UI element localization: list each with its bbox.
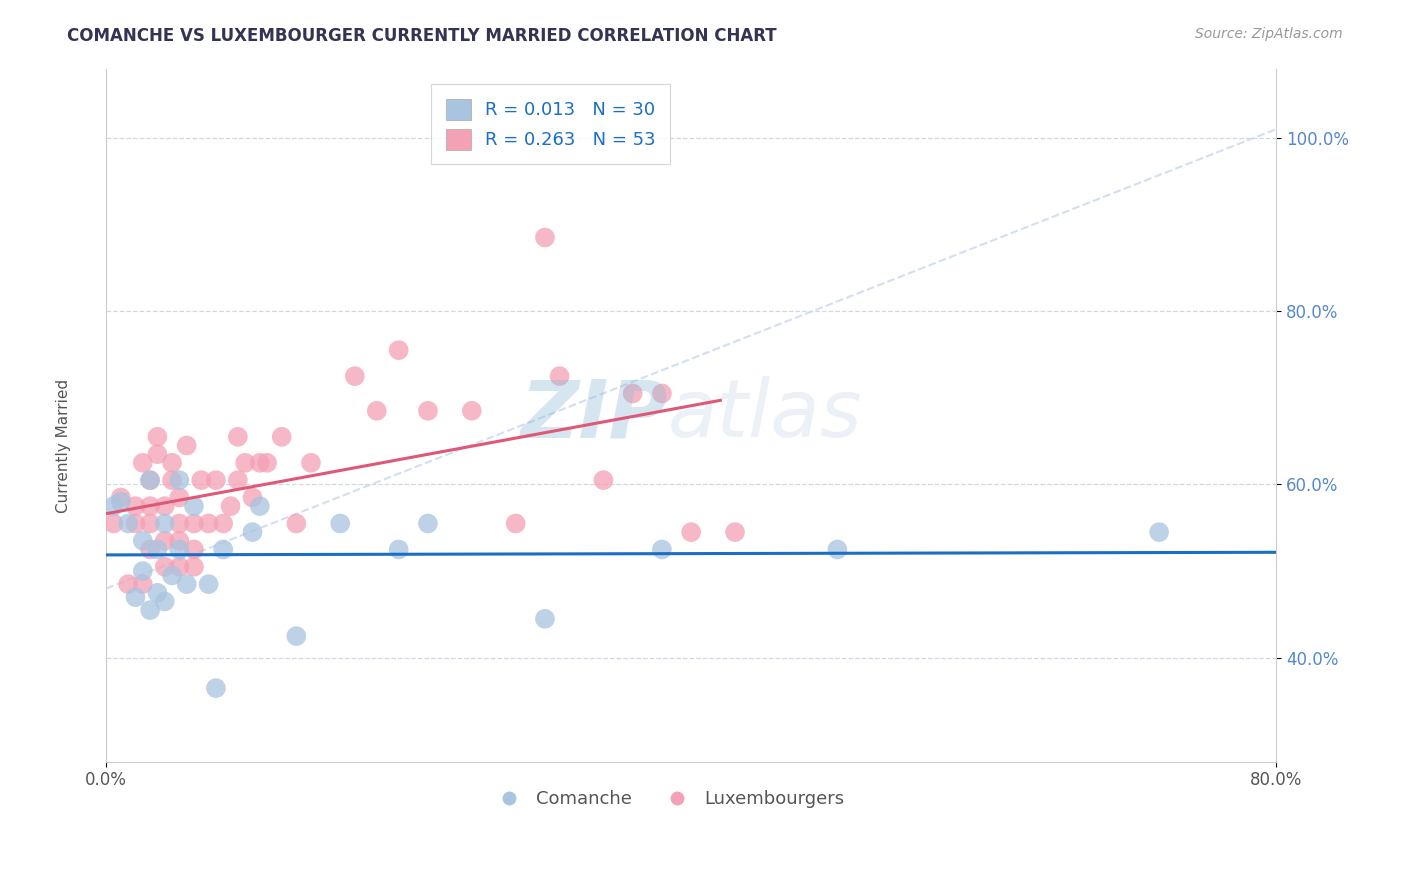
Point bbox=[169, 559, 191, 574]
Point bbox=[169, 491, 191, 505]
Point bbox=[592, 473, 614, 487]
Point bbox=[132, 533, 155, 548]
Text: atlas: atlas bbox=[668, 376, 862, 454]
Point bbox=[249, 456, 271, 470]
Point bbox=[270, 430, 292, 444]
Point bbox=[139, 499, 162, 513]
Point bbox=[388, 343, 411, 358]
Point bbox=[146, 542, 169, 557]
Point bbox=[534, 230, 557, 244]
Point bbox=[212, 542, 235, 557]
Point bbox=[205, 681, 228, 695]
Point bbox=[132, 456, 155, 470]
Point bbox=[197, 577, 219, 591]
Point bbox=[169, 542, 191, 557]
Point bbox=[139, 542, 162, 557]
Point bbox=[285, 629, 308, 643]
Point bbox=[183, 516, 205, 531]
Point bbox=[233, 456, 256, 470]
Point bbox=[146, 586, 169, 600]
Point bbox=[212, 516, 235, 531]
Point bbox=[160, 473, 183, 487]
Point bbox=[183, 542, 205, 557]
Point bbox=[103, 516, 125, 531]
Text: COMANCHE VS LUXEMBOURGER CURRENTLY MARRIED CORRELATION CHART: COMANCHE VS LUXEMBOURGER CURRENTLY MARRI… bbox=[67, 27, 778, 45]
Point bbox=[153, 533, 176, 548]
Point bbox=[285, 516, 308, 531]
Point bbox=[534, 612, 557, 626]
Point bbox=[242, 491, 264, 505]
Point bbox=[651, 542, 673, 557]
Point bbox=[1147, 525, 1170, 540]
Point bbox=[132, 577, 155, 591]
Point bbox=[226, 473, 249, 487]
Point bbox=[299, 456, 322, 470]
Point bbox=[226, 430, 249, 444]
Point bbox=[110, 491, 132, 505]
Point bbox=[139, 473, 162, 487]
Point bbox=[169, 473, 191, 487]
Point bbox=[205, 473, 228, 487]
Point bbox=[124, 499, 146, 513]
Point bbox=[160, 456, 183, 470]
Point bbox=[124, 590, 146, 604]
Text: Currently Married: Currently Married bbox=[56, 379, 70, 513]
Point bbox=[139, 516, 162, 531]
Point bbox=[256, 456, 278, 470]
Point bbox=[132, 564, 155, 578]
Point bbox=[110, 495, 132, 509]
Point bbox=[146, 447, 169, 461]
Point bbox=[183, 499, 205, 513]
Point bbox=[169, 516, 191, 531]
Point bbox=[505, 516, 527, 531]
Point bbox=[329, 516, 352, 531]
Point bbox=[681, 525, 703, 540]
Legend: Comanche, Luxembourgers: Comanche, Luxembourgers bbox=[484, 782, 852, 815]
Point bbox=[176, 577, 198, 591]
Point bbox=[343, 369, 366, 384]
Point bbox=[117, 577, 139, 591]
Point bbox=[461, 404, 484, 418]
Point bbox=[176, 438, 198, 452]
Point bbox=[153, 559, 176, 574]
Point bbox=[160, 568, 183, 582]
Point bbox=[153, 594, 176, 608]
Point bbox=[651, 386, 673, 401]
Point bbox=[117, 516, 139, 531]
Point bbox=[416, 404, 439, 418]
Point bbox=[169, 533, 191, 548]
Point bbox=[146, 430, 169, 444]
Point bbox=[724, 525, 747, 540]
Point bbox=[103, 499, 125, 513]
Point bbox=[139, 603, 162, 617]
Point bbox=[183, 559, 205, 574]
Point bbox=[416, 516, 439, 531]
Point bbox=[139, 473, 162, 487]
Point bbox=[153, 516, 176, 531]
Point bbox=[190, 473, 212, 487]
Point bbox=[388, 542, 411, 557]
Point bbox=[219, 499, 242, 513]
Text: ZIP: ZIP bbox=[520, 376, 668, 454]
Point bbox=[548, 369, 571, 384]
Point bbox=[197, 516, 219, 531]
Point bbox=[153, 499, 176, 513]
Point bbox=[366, 404, 388, 418]
Point bbox=[242, 525, 264, 540]
Point bbox=[827, 542, 849, 557]
Point bbox=[124, 516, 146, 531]
Text: Source: ZipAtlas.com: Source: ZipAtlas.com bbox=[1195, 27, 1343, 41]
Point bbox=[621, 386, 644, 401]
Point bbox=[249, 499, 271, 513]
